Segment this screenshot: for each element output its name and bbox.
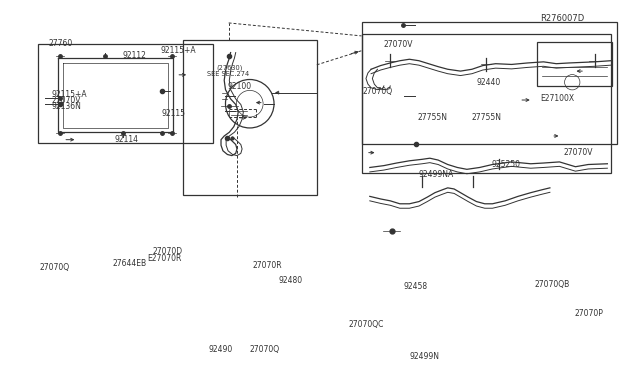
Text: (27630): (27630) bbox=[216, 64, 243, 71]
Text: E27070R: E27070R bbox=[148, 254, 182, 263]
Text: 27755N: 27755N bbox=[418, 113, 448, 122]
Text: 92112: 92112 bbox=[122, 51, 146, 60]
Bar bbox=[362, 34, 611, 173]
Text: 27070Q: 27070Q bbox=[363, 87, 393, 96]
Text: 92114: 92114 bbox=[115, 135, 138, 144]
Text: 27070P: 27070P bbox=[574, 310, 603, 318]
Text: 27070Q: 27070Q bbox=[250, 344, 280, 353]
Text: 92115+A: 92115+A bbox=[161, 46, 196, 55]
Text: R276007D: R276007D bbox=[540, 14, 584, 23]
Text: 92499N: 92499N bbox=[410, 352, 440, 361]
Text: 92100: 92100 bbox=[227, 82, 252, 91]
Text: 27644EB: 27644EB bbox=[113, 259, 147, 268]
Text: 27070QB: 27070QB bbox=[534, 280, 570, 289]
Text: 92499NA: 92499NA bbox=[419, 170, 454, 179]
Text: 27070V: 27070V bbox=[384, 40, 413, 49]
Text: 27760: 27760 bbox=[49, 39, 73, 48]
Text: 92136N: 92136N bbox=[52, 102, 82, 111]
Bar bbox=[182, 39, 317, 195]
Text: 27070Q: 27070Q bbox=[39, 263, 69, 272]
Text: 27070D: 27070D bbox=[153, 247, 183, 256]
Text: 92480: 92480 bbox=[278, 276, 303, 285]
Text: 92115+A: 92115+A bbox=[52, 90, 88, 99]
Bar bbox=[362, 22, 617, 144]
Text: 92490: 92490 bbox=[208, 344, 232, 353]
Bar bbox=[537, 42, 612, 86]
Text: 27755N: 27755N bbox=[472, 113, 502, 122]
Text: 27070V: 27070V bbox=[52, 96, 81, 105]
Text: 92458: 92458 bbox=[403, 282, 427, 291]
Text: 27070V: 27070V bbox=[564, 148, 593, 157]
Text: 92440: 92440 bbox=[476, 78, 500, 87]
Text: 92115: 92115 bbox=[162, 109, 186, 118]
Text: 925250: 925250 bbox=[491, 160, 520, 169]
Bar bbox=[38, 44, 213, 142]
Text: E27100X: E27100X bbox=[540, 94, 575, 103]
Text: 27070QC: 27070QC bbox=[349, 321, 384, 330]
Text: SEE SEC.274: SEE SEC.274 bbox=[207, 71, 249, 77]
Text: 27070R: 27070R bbox=[253, 261, 283, 270]
